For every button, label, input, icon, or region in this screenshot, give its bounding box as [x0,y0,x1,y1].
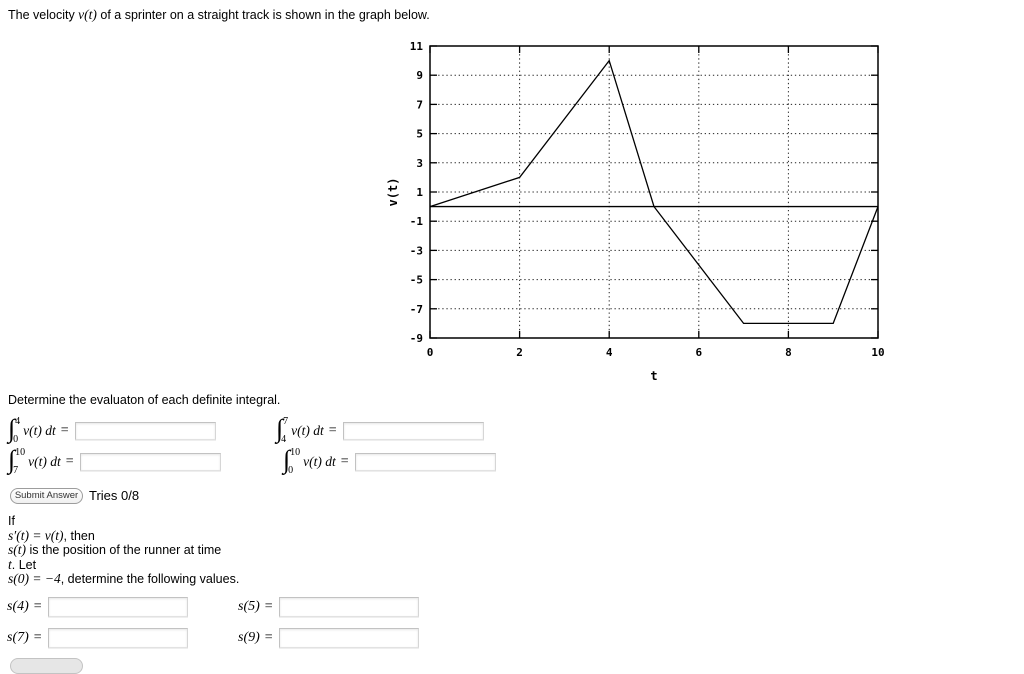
integral-limits: 10 0 [288,447,301,476]
integral-lower-limit: 4 [281,434,287,445]
para-line-5-math: s(0) = −4 [8,571,61,586]
x-axis-label: t [650,369,657,383]
plot-frame [429,45,879,339]
intro-text-suffix: of a sprinter on a straight track is sho… [96,8,430,22]
para-line-3-math: s(t) [8,542,26,557]
para-line-4: t. Let [8,556,239,573]
intro-math-vt: v(t) [78,7,97,22]
para-line-4-text: . Let [11,557,37,572]
problem-statement: The velocity v(t) of a sprinter on a str… [8,7,430,23]
para-line-3: s(t) is the position of the runner at ti… [8,542,239,558]
equals-sign: = [264,599,273,614]
para-line-2-text: , then [63,528,95,543]
integral-limits: 4 0 [13,416,21,445]
answer-label: s(4) [7,599,29,614]
x-axis-tick-label: 6 [695,346,702,359]
answer-label: s(7) [7,630,29,645]
integral-answer-input-4-7[interactable] [342,422,484,440]
equals-sign: = [65,454,74,469]
answer-item-s4: s(4) = [7,596,188,618]
integral-sign: ∫ [276,414,284,443]
integrand: v(t) dt [28,454,61,469]
integral-question-0-10: ∫ 10 0 v(t) dt = [283,447,496,477]
velocity-graph: 11 9 7 5 3 1 -1 -3 -5 -7 -9 0 2 4 6 8 10 v(t) t [386,40,885,383]
y-axis-tick-label: -7 [410,303,423,316]
integrand: v(t) dt [303,454,336,469]
answer-input-s5[interactable] [278,597,419,617]
y-axis-tick-label: -1 [410,215,424,228]
x-axis-tick-label: 10 [871,346,884,359]
integral-lower-limit: 0 [288,465,294,476]
integral-sign: ∫ [283,445,291,474]
integral-question-0-4: ∫ 4 0 v(t) dt = [8,416,216,446]
integral-upper-limit: 10 [15,447,26,458]
para-line-1: If [8,514,15,528]
y-axis-tick-label: -9 [410,332,423,345]
integral-question-4-7: ∫ 7 4 v(t) dt = [276,416,484,446]
y-axis-tick-label: 9 [416,69,423,82]
intro-text-prefix: The velocity [8,8,79,22]
integral-question-7-10: ∫ 10 7 v(t) dt = [8,447,221,477]
y-axis-tick-label: -3 [410,244,423,257]
integral-upper-limit: 7 [283,416,289,427]
equals-sign: = [264,630,273,645]
integral-lower-limit: 0 [13,434,19,445]
answer-input-s4[interactable] [47,597,188,617]
answer-item-s5: s(5) = [238,596,419,618]
answer-item-s9: s(9) = [238,627,419,649]
integral-sign: ∫ [8,445,16,474]
x-axis-tick-label: 2 [516,346,523,359]
x-axis-tick-label: 4 [606,346,613,359]
answer-label: s(5) [238,599,260,614]
equals-sign: = [60,423,69,438]
para-line-2-math: s′(t) = v(t) [8,527,64,543]
integrand: v(t) dt [23,423,56,438]
equals-sign: = [33,599,42,614]
integral-answer-input-7-10[interactable] [79,453,221,471]
submit-answer-button-partial[interactable] [10,658,83,674]
integral-section-prompt: Determine the evaluaton of each definite… [8,393,281,407]
para-line-5-text: , determine the following values. [60,572,240,586]
integral-lower-limit: 7 [13,465,19,476]
para-line-5: s(0) = −4, determine the following value… [8,571,240,587]
integral-answer-input-0-10[interactable] [354,453,496,471]
equals-sign: = [328,423,337,438]
answer-item-s7: s(7) = [7,627,188,649]
integrand: v(t) dt [291,423,324,438]
integral-answer-input-0-4[interactable] [74,422,216,440]
para-line-3-text: is the position of the runner at time [26,543,222,557]
y-axis-tick-label: 3 [416,157,423,170]
para-line-2: s′(t) = v(t), then [8,527,239,544]
tries-counter: Tries 0/8 [89,488,140,503]
integral-limits: 10 7 [13,447,26,476]
answer-input-s9[interactable] [278,628,419,648]
position-problem-text: If s′(t) = v(t), then s(t) is the positi… [8,514,239,587]
integral-upper-limit: 4 [15,416,21,427]
y-axis-tick-label: 11 [410,40,424,53]
integral-upper-limit: 10 [290,447,301,458]
integral-limits: 7 4 [281,416,289,445]
answer-label: s(9) [238,630,260,645]
x-axis-tick-label: 8 [785,346,792,359]
x-axis-tick-label: 0 [427,346,434,359]
equals-sign: = [33,630,42,645]
y-axis-tick-label: -5 [410,274,423,287]
integral-sign: ∫ [8,414,16,443]
para-line-4-math: t [8,556,12,572]
submit-answer-button[interactable]: Submit Answer [10,488,83,504]
velocity-curve [429,59,879,325]
y-axis-tick-label: 7 [416,98,423,111]
equals-sign: = [340,454,349,469]
y-axis-tick-label: 5 [416,128,423,141]
y-axis-label: v(t) [386,178,400,207]
answer-input-s7[interactable] [47,628,188,648]
y-axis-tick-label: 1 [416,186,423,199]
